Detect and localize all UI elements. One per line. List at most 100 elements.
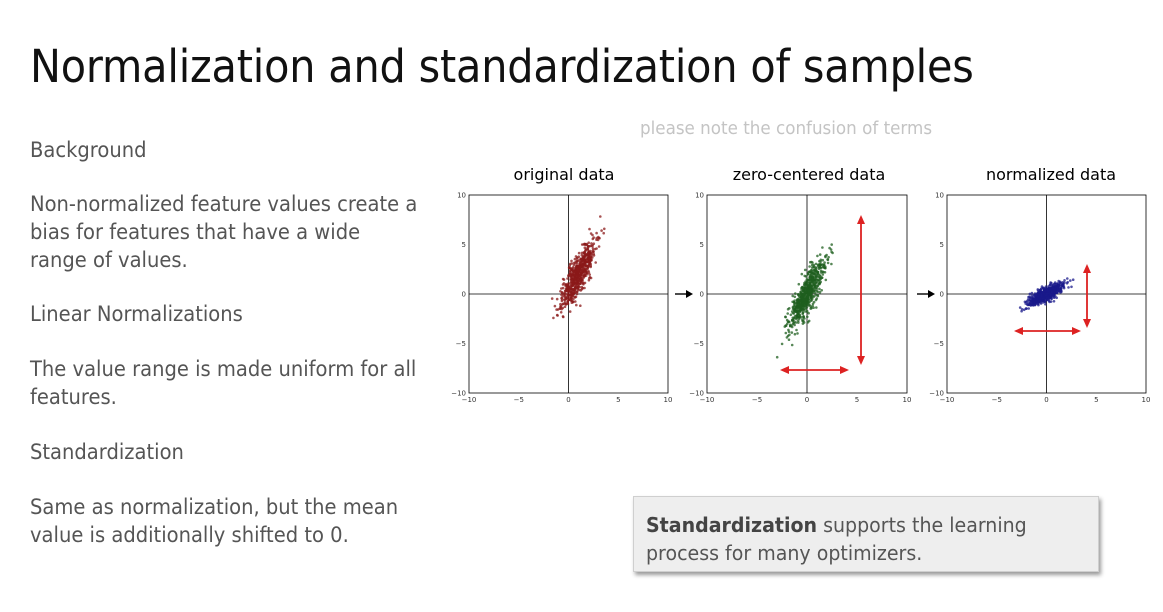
data-point (821, 273, 825, 276)
callout-rest: supports the learning process for many o… (646, 513, 1027, 565)
data-point (562, 315, 565, 319)
data-point (569, 289, 573, 292)
data-point (1026, 303, 1029, 307)
data-point (592, 236, 595, 239)
terms-note: please note the confusion of terms (640, 118, 933, 139)
data-point (574, 278, 577, 281)
data-point (594, 261, 597, 264)
data-point (568, 262, 572, 266)
y-tick-label: 10 (935, 192, 944, 200)
data-point (550, 297, 554, 300)
data-point (1028, 298, 1031, 301)
data-point (823, 261, 826, 264)
data-point (587, 250, 591, 254)
data-point (1043, 300, 1047, 303)
data-point (1055, 282, 1058, 286)
x-tick-label: −5 (514, 396, 524, 404)
data-point (820, 289, 823, 292)
data-point (1050, 297, 1053, 300)
data-point (801, 322, 805, 325)
data-point (562, 278, 566, 281)
data-point (562, 282, 566, 285)
data-point (595, 247, 598, 250)
data-point (1024, 302, 1027, 305)
data-point (574, 281, 578, 285)
data-point (1052, 300, 1056, 303)
section-heading-linear-normalizations: Linear Normalizations (30, 302, 243, 326)
data-point (580, 271, 584, 274)
data-point (567, 273, 571, 277)
data-point (565, 285, 569, 289)
data-point (583, 263, 587, 267)
data-point (1047, 285, 1050, 288)
data-point (797, 303, 800, 307)
data-point (1070, 285, 1073, 289)
data-point (1030, 291, 1034, 295)
data-point (581, 282, 585, 285)
x-tick-label: 10 (664, 396, 673, 404)
data-point (784, 324, 788, 327)
data-point (808, 278, 811, 282)
data-point (786, 307, 790, 311)
data-point (1049, 300, 1053, 303)
data-point (573, 257, 577, 261)
data-point (815, 288, 818, 291)
data-point (816, 272, 819, 276)
y-tick-label: −5 (694, 340, 704, 348)
data-point (812, 289, 816, 293)
data-point (552, 316, 555, 320)
data-point (583, 273, 587, 276)
data-point (591, 233, 594, 237)
data-point (556, 314, 559, 317)
data-point (811, 274, 814, 278)
data-point (602, 231, 605, 235)
data-point (818, 253, 822, 256)
data-point (789, 323, 792, 327)
data-point (814, 262, 818, 266)
data-point (780, 342, 784, 346)
x-tick-label: 0 (566, 396, 570, 404)
data-point (809, 260, 812, 264)
data-point (816, 293, 819, 297)
data-point (1038, 299, 1042, 303)
data-point (577, 277, 580, 281)
data-point (1040, 285, 1044, 288)
data-point (1061, 283, 1065, 287)
data-point (574, 284, 578, 288)
data-point (560, 299, 564, 303)
data-point (599, 215, 602, 218)
data-point (1037, 290, 1041, 294)
data-point (573, 296, 577, 299)
data-point (585, 258, 588, 262)
data-point (812, 306, 815, 309)
tick-labels: −10 −5 0 5 10 10 5 0 −5 −10 (689, 192, 911, 405)
y-tick-label: 5 (462, 241, 466, 249)
data-point (577, 255, 581, 258)
data-point (568, 310, 572, 313)
data-point (595, 236, 598, 240)
data-point (803, 268, 807, 272)
data-point (580, 262, 583, 266)
data-point (553, 304, 557, 308)
data-point (1046, 289, 1050, 293)
data-point (815, 306, 818, 309)
data-point (1044, 302, 1047, 306)
data-point (784, 331, 788, 335)
callout-text: Standardization supports the learning pr… (646, 511, 1093, 567)
data-point (793, 302, 796, 306)
data-point (1051, 287, 1055, 290)
data-point (811, 281, 815, 285)
data-point (799, 305, 802, 309)
data-point (822, 263, 826, 267)
data-point (563, 298, 567, 302)
data-point (791, 294, 794, 298)
section-heading-background: Background (30, 138, 147, 162)
y-tick-label: −10 (929, 390, 944, 398)
data-point (592, 252, 595, 256)
data-point (578, 265, 582, 268)
data-point (596, 238, 600, 242)
data-point (578, 282, 581, 286)
plot-original: original data −10 −5 0 5 10 10 5 0 −5 −10 (451, 165, 672, 404)
data-point (797, 319, 800, 323)
data-point (797, 282, 801, 286)
